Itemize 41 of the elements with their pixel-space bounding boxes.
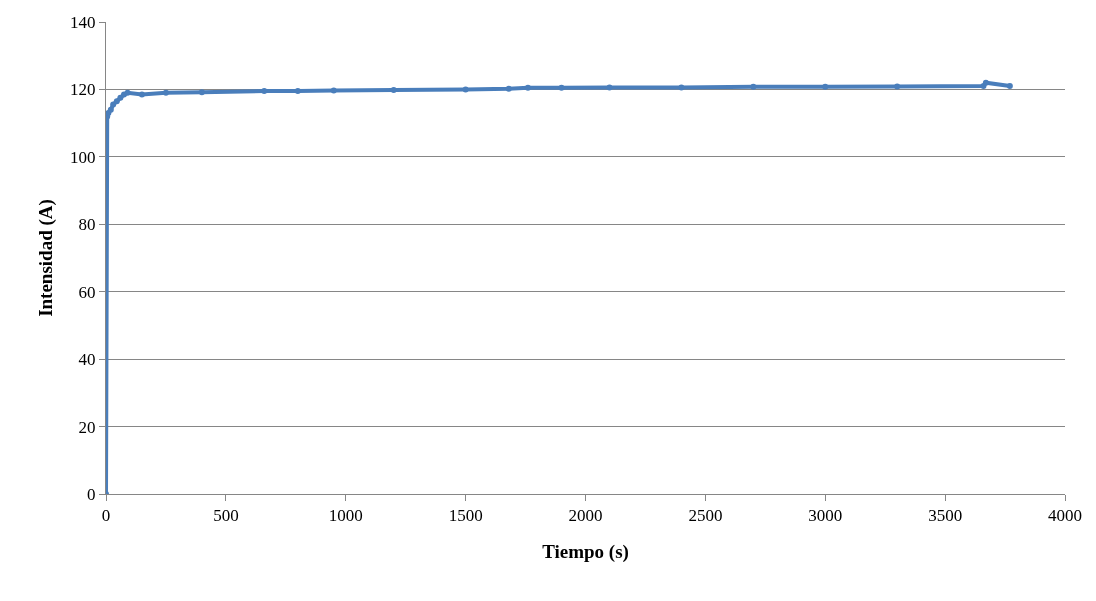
x-tick-label: 1000 xyxy=(328,506,363,526)
point xyxy=(606,84,613,91)
point xyxy=(1006,83,1013,90)
y-tick-label: 40 xyxy=(78,350,96,370)
point xyxy=(390,87,397,94)
point xyxy=(558,84,565,91)
x-tick-label: 500 xyxy=(213,506,239,526)
point xyxy=(330,87,337,94)
point xyxy=(124,89,131,96)
point xyxy=(678,84,685,91)
y-tick-label: 20 xyxy=(78,417,96,437)
point xyxy=(750,83,757,90)
point xyxy=(107,106,114,113)
x-tick-label: 3000 xyxy=(808,506,843,526)
y-tick-label: 120 xyxy=(70,80,96,100)
x-tick-label: 3500 xyxy=(928,506,963,526)
x-tick-label: 2500 xyxy=(688,506,723,526)
y-tick-label: 80 xyxy=(78,215,96,235)
x-tick-label: 1500 xyxy=(448,506,483,526)
point xyxy=(505,85,512,92)
point xyxy=(162,89,169,96)
point xyxy=(462,86,469,93)
y-tick-label: 0 xyxy=(87,484,96,504)
x-tick-label: 4000 xyxy=(1048,506,1082,526)
y-axis-title: Intensidad (A) xyxy=(34,199,57,317)
point xyxy=(524,84,531,91)
point xyxy=(261,88,268,95)
point xyxy=(198,89,205,96)
point xyxy=(110,101,117,108)
point xyxy=(138,91,145,98)
point xyxy=(294,88,301,95)
y-tick-label: 60 xyxy=(78,282,96,302)
x-tick-label: 2000 xyxy=(568,506,603,526)
point xyxy=(822,83,829,90)
point xyxy=(982,79,989,86)
y-tick-label: 140 xyxy=(70,12,96,32)
y-tick-label: 100 xyxy=(70,147,96,167)
x-tick-label: 0 xyxy=(101,506,111,526)
point xyxy=(894,83,901,90)
point xyxy=(117,94,124,101)
x-axis-title: Tiempo (s) xyxy=(542,541,629,564)
